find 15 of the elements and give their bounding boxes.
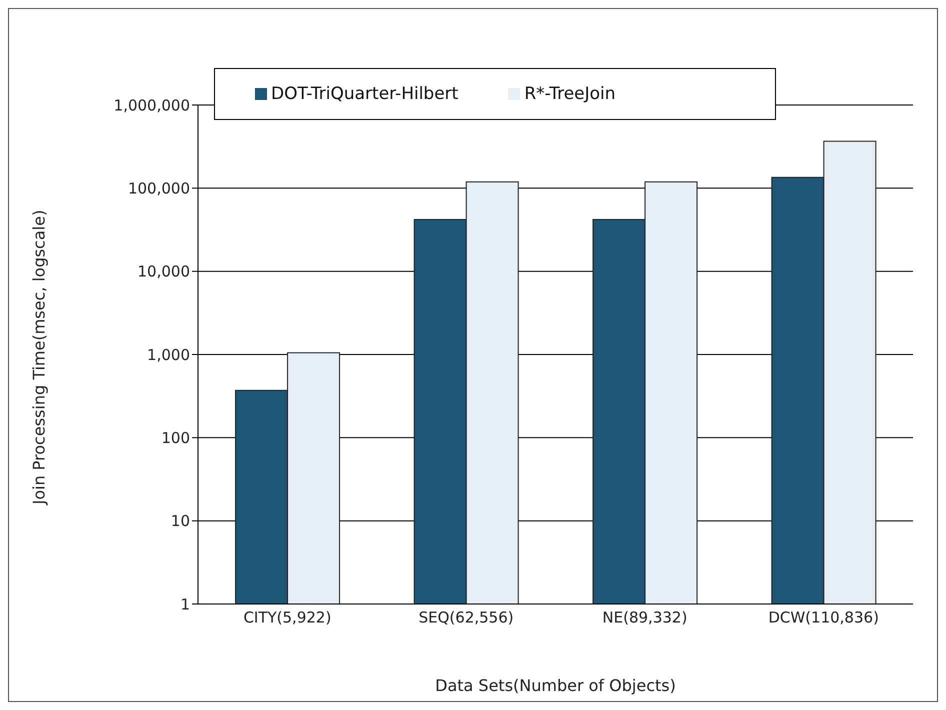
- y-tick-label: 1,000: [147, 346, 190, 364]
- x-tick-label: CITY(5,922): [243, 608, 332, 627]
- y-axis-title: Join Processing Time(msec, logscale): [30, 210, 49, 506]
- x-tick-label: SEQ(62,556): [418, 608, 514, 627]
- y-tick-label: 10: [170, 512, 190, 530]
- legend-label: R*-TreeJoin: [524, 84, 616, 104]
- y-tick-label: 1: [180, 595, 190, 614]
- y-tick-label: 100: [161, 428, 190, 447]
- x-tick-label: NE(89,332): [602, 608, 688, 627]
- legend-label: DOT-TriQuarter-Hilbert: [271, 84, 458, 104]
- x-axis-title: Data Sets(Number of Objects): [435, 676, 676, 695]
- y-tick-label: 1,000,000: [114, 96, 190, 114]
- y-tick-label: 100,000: [128, 179, 190, 198]
- x-tick-label: DCW(110,836): [768, 608, 879, 627]
- y-tick-label: 10,000: [138, 262, 190, 281]
